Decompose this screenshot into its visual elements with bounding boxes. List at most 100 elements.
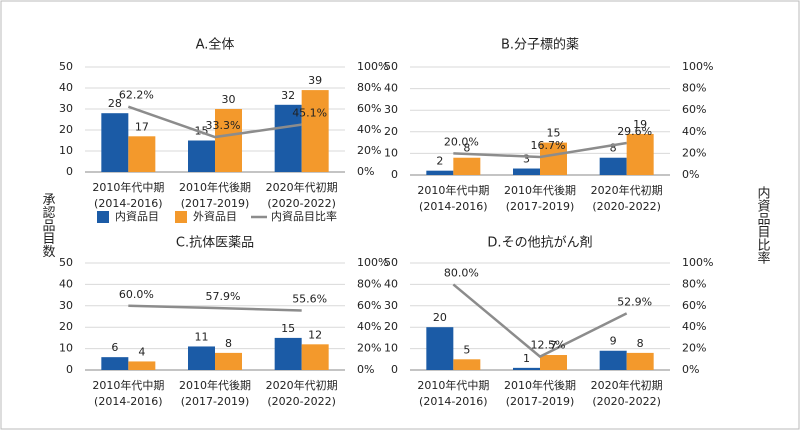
bar-value-label: 3 (523, 153, 530, 166)
y-tick-label: 10 (59, 144, 73, 157)
y-axis-title: 承認品目数 (40, 193, 56, 258)
bar (540, 355, 567, 370)
ratio-label: 29.6% (617, 125, 652, 138)
ratio-label: 45.1% (292, 107, 327, 120)
chart-title: B.分子標的薬 (501, 37, 579, 53)
y-tick-label: 20 (384, 125, 398, 138)
x-tick-label: 2010年代中期(2014-2016) (417, 183, 489, 213)
bar (513, 168, 540, 175)
x-tick-label: 2020年代初期(2020-2022) (591, 378, 663, 408)
y-tick-label: 40 (384, 277, 398, 290)
y-tick-label: 30 (59, 102, 73, 115)
y-tick-label: 50 (59, 60, 73, 73)
y-tick-label: 10 (384, 146, 398, 159)
y-tick-label: 50 (59, 256, 73, 269)
x-tick-label: 2010年代中期(2014-2016) (92, 180, 164, 210)
y2-tick-label: 0% (357, 165, 374, 178)
bar-value-label: 8 (463, 142, 470, 155)
x-tick-label: 2020年代初期(2020-2022) (591, 183, 663, 213)
legend-swatch (97, 211, 109, 223)
ratio-label: 55.6% (292, 293, 327, 306)
bar-value-label: 9 (610, 335, 617, 348)
ratio-label: 16.7% (531, 139, 566, 152)
legend-label: 内資品目比率 (271, 209, 337, 223)
bar-value-label: 8 (610, 142, 617, 155)
bar (626, 352, 654, 370)
bar-value-label: 17 (135, 120, 149, 133)
y2-tick-label: 40% (682, 125, 706, 138)
y-tick-label: 20 (384, 320, 398, 333)
y2-tick-label: 60% (682, 103, 706, 116)
bar (599, 350, 627, 370)
ratio-label: 60.0% (119, 288, 154, 301)
bar-value-label: 39 (308, 74, 322, 87)
y2-tick-label: 80% (682, 277, 706, 290)
bar-value-label: 8 (637, 337, 644, 350)
bar (101, 113, 129, 172)
ratio-label: 62.2% (119, 89, 154, 102)
y2-tick-label: 100% (357, 256, 388, 269)
y-tick-label: 40 (384, 82, 398, 95)
bar-value-label: 20 (433, 311, 447, 324)
y-tick-label: 20 (59, 123, 73, 136)
y2-tick-label: 0% (682, 363, 699, 376)
y2-tick-label: 80% (357, 81, 381, 94)
bar (215, 109, 242, 172)
y-tick-label: 10 (384, 342, 398, 355)
x-tick-label: 2010年代後期(2017-2019) (504, 378, 576, 408)
bar-value-label: 30 (222, 93, 236, 106)
bar (513, 367, 540, 370)
y2-tick-label: 20% (682, 146, 706, 159)
y2-tick-label: 0% (682, 168, 699, 181)
ratio-line (453, 141, 627, 159)
y-tick-label: 30 (384, 299, 398, 312)
x-tick-label: 2010年代後期(2017-2019) (179, 378, 251, 408)
y2-tick-label: 60% (357, 299, 381, 312)
bar-value-label: 4 (138, 345, 145, 358)
ratio-label: 20.0% (444, 135, 479, 148)
bar-value-label: 6 (111, 341, 118, 354)
bar (426, 327, 454, 370)
bar (274, 337, 302, 370)
y2-tick-label: 100% (682, 256, 713, 269)
bar-value-label: 7 (550, 339, 557, 352)
x-tick-label: 2010年代中期(2014-2016) (92, 378, 164, 408)
y-tick-label: 0 (66, 363, 73, 376)
y2-axis-title: 内資品目比率 (755, 185, 771, 264)
y2-tick-label: 40% (357, 123, 381, 136)
bar-value-label: 32 (281, 89, 295, 102)
bar-value-label: 15 (547, 127, 561, 140)
bar-value-label: 19 (633, 118, 647, 131)
ratio-label: 12.5% (531, 339, 566, 352)
x-tick-label: 2020年代初期(2020-2022) (266, 180, 338, 210)
y2-tick-label: 20% (357, 342, 381, 355)
bar (215, 352, 242, 370)
y-tick-label: 30 (59, 299, 73, 312)
ratio-line (452, 283, 628, 359)
x-tick-label: 2010年代中期(2014-2016) (417, 378, 489, 408)
y-tick-label: 40 (59, 277, 73, 290)
y2-tick-label: 20% (357, 144, 381, 157)
bar-value-label: 1 (523, 352, 530, 365)
bar (301, 344, 329, 370)
bar (128, 361, 156, 370)
legend-label: 外資品目 (193, 210, 237, 223)
ratio-line (127, 105, 302, 139)
ratio-label: 52.9% (617, 295, 652, 308)
y-tick-label: 0 (391, 168, 398, 181)
x-tick-label: 2010年代後期(2017-2019) (504, 183, 576, 213)
chart-title: A.全体 (196, 37, 235, 53)
y-tick-label: 20 (59, 320, 73, 333)
y-tick-label: 50 (384, 256, 398, 269)
bar (188, 346, 215, 370)
bar (301, 90, 329, 172)
y2-tick-label: 40% (357, 320, 381, 333)
bar (599, 157, 627, 175)
ratio-line (128, 304, 302, 312)
bar (540, 142, 567, 175)
y-tick-label: 0 (66, 165, 73, 178)
y2-tick-label: 60% (682, 299, 706, 312)
chart-title: D.その他抗がん剤 (487, 235, 592, 251)
bar-value-label: 2 (436, 155, 443, 168)
